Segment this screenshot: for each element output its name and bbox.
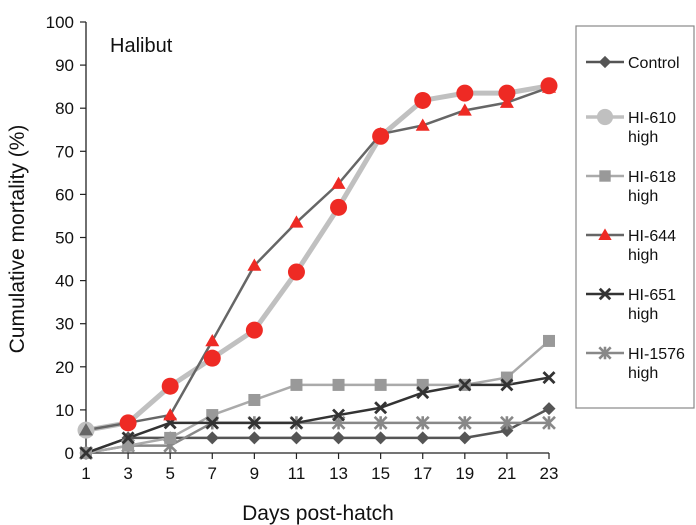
x-tick-label: 3 [123,464,132,483]
hi-610-high-line [85,83,550,433]
control-legend-marker [598,55,612,69]
x-tick-label: 23 [540,464,559,483]
hi-618-high-legend-label: HI-618 high [628,169,676,205]
hi-651-high-point [458,378,472,392]
hi-1576-high-point [499,415,514,430]
control-point [289,431,303,445]
hi-651-high-point [205,416,219,430]
control-point [247,431,261,445]
y-axis-title: Cumulative mortality (%) [6,125,29,354]
hi-610-high-point [203,349,221,367]
y-tick-label: 20 [55,358,74,377]
hi-644-high-point [373,127,388,140]
hi-1576-high-point [415,415,430,430]
y-tick-label: 100 [46,13,74,32]
hi-644-high-point [79,423,93,436]
hi-644-high-legend-label: HI-644 high [628,228,676,264]
hi-644-high-legend-marker [598,228,612,240]
hi-618-high-point [332,378,345,391]
y-tick-label: 90 [55,56,74,75]
hi-610-high-point [498,84,516,102]
hi-644-high-point [457,103,472,116]
y-tick-label: 30 [55,315,74,334]
hi-644-high-point [247,258,262,271]
hi-1576-high-point [457,415,472,430]
hi-610-high-point [456,84,474,102]
hi-644-high-point [289,215,304,228]
hi-651-high-point [289,416,303,430]
x-tick-label: 17 [413,464,432,483]
y-tick-label: 60 [55,185,74,204]
control-point [205,431,219,445]
hi-610-high-point [330,198,348,216]
x-axis-title: Days post-hatch [242,502,394,525]
hi-651-high-point [374,401,388,415]
control-point [374,431,388,445]
hi-1576-high-legend-label: HI-1576 high [628,346,685,382]
control-point [332,431,346,445]
hi-644-high-point [542,80,556,93]
hi-651-high-point [542,371,556,385]
hi-610-high-legend-label: HI-610 high [628,110,676,146]
y-tick-label: 10 [55,401,74,420]
hi-1576-high-legend-marker [598,346,612,360]
hi-610-high-legend-marker [596,108,614,126]
hi-644-high-point [415,118,430,131]
y-tick-label: 70 [55,142,74,161]
x-tick-label: 19 [455,464,474,483]
hi-618-high-point [164,431,177,444]
hi-610-high-point [414,91,432,109]
hi-651-high-line [85,376,550,455]
x-tick-label: 15 [371,464,390,483]
hi-644-high-line [85,86,550,432]
hi-651-high-legend-label: HI-651 high [628,287,676,323]
hi-610-high-point [287,263,305,281]
x-tick-label: 5 [165,464,174,483]
x-tick-label: 11 [288,464,306,483]
hi-618-high-point [248,393,261,406]
hi-651-high-legend-marker [598,287,612,301]
hi-1576-high-line [85,421,549,455]
hi-610-high-point [245,321,263,339]
legend: Control HI-610 high HI-618 high HI-644 high HI-… [575,25,695,409]
hi-651-high-point [121,431,135,445]
hi-651-high-point [500,378,514,392]
hi-610-high-point [161,377,179,395]
hi-651-high-point [416,386,430,400]
y-tick-label: 80 [55,99,74,118]
control-line [85,407,550,455]
x-tick-label: 9 [250,464,259,483]
hi-644-high-point [205,333,220,347]
hi-1576-high-point [373,415,388,430]
hi-644-high-point [121,415,136,429]
legend-box [575,25,695,409]
y-tick-label: 50 [55,229,74,248]
control-legend-label: Control [628,55,680,72]
control-point [458,431,472,445]
y-tick-label: 40 [55,272,74,291]
hi-651-high-point [247,416,261,430]
x-tick-label: 7 [208,464,217,483]
x-tick-label: 1 [81,464,90,483]
hi-618-high-legend-marker [599,170,611,182]
hi-618-high-point [374,378,387,391]
control-point [416,431,430,445]
y-tick-label: 0 [65,444,74,463]
hi-651-high-point [332,408,346,422]
x-tick-label: 13 [329,464,348,483]
hi-644-high-point [331,176,346,189]
hi-618-high-point [543,334,555,347]
panel-label: Halibut [110,35,173,57]
hi-618-high-point [290,378,303,391]
hi-644-high-point [499,95,514,108]
control-point [542,402,556,416]
x-tick-label: 21 [497,464,516,483]
hi-618-high-point [500,371,513,384]
hi-651-high-point [79,446,93,460]
hi-644-high-point [163,408,178,421]
hi-1576-high-point [542,415,556,430]
